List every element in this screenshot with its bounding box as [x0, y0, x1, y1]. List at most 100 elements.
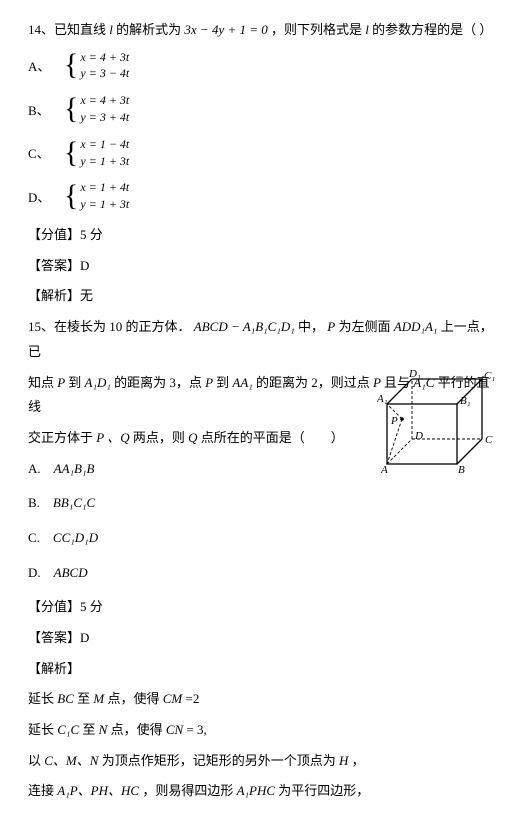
q14-opt-b-label: B、 — [28, 100, 64, 119]
t: 点，使得 — [108, 691, 160, 706]
t: 延长 — [28, 691, 57, 706]
cube-diagram: D₁ C₁ A₁ B₁ P D C A B — [377, 369, 497, 479]
opt-label: D. — [28, 565, 41, 580]
lbl-a: A — [380, 464, 388, 476]
t: C₁C — [57, 722, 79, 737]
lbl-b1: B₁ — [460, 395, 471, 407]
t: 知点 — [28, 375, 54, 390]
t: 交正方体于 — [28, 430, 93, 445]
t: N — [99, 722, 108, 737]
q14-b-r1: x = 4 + 3t — [80, 92, 129, 109]
q15-opt-c: C. CC₁D₁D — [28, 526, 497, 551]
t: BC — [57, 691, 74, 706]
t: P 、Q — [96, 430, 133, 445]
t: CM — [163, 691, 183, 706]
q15-e2: 延长 C₁C 至 N 点，使得 CN = 3, — [28, 718, 497, 743]
t: ADD₁A₁ — [394, 319, 438, 334]
q14-stem-d: 的参数方程的是（ ） — [372, 22, 492, 37]
t: P — [57, 375, 68, 390]
brace-icon: { — [64, 138, 78, 168]
q15-s1: 15、在棱长为 10 的正方体． ABCD − A₁B₁C₁D₁ 中， P 为左… — [28, 315, 497, 364]
t: M — [93, 691, 104, 706]
opt-label: A. — [28, 461, 41, 476]
t: 连接 — [28, 783, 57, 798]
t: P — [327, 319, 335, 334]
brace-icon: { — [64, 94, 78, 124]
q14-a-r1: x = 4 + 3t — [80, 49, 129, 66]
t: 为顶点作矩形，记矩形的另外一个顶点为 — [102, 753, 339, 768]
t: 点，使得 — [111, 722, 163, 737]
t: 至 — [82, 722, 98, 737]
q14-d-r1: x = 1 + 4t — [80, 179, 129, 196]
brace-icon: { — [64, 50, 78, 80]
q14-opt-c-label: C、 — [28, 143, 64, 162]
t: 中， — [298, 319, 324, 334]
t: A₁P、PH、HC — [57, 783, 139, 798]
t: 两点，则 — [133, 430, 185, 445]
q14-l2: l — [365, 22, 369, 37]
q14-c-r1: x = 1 − 4t — [80, 136, 129, 153]
q14-opt-c: C、 { x = 1 − 4t y = 1 + 3t — [28, 136, 497, 170]
t: ABCD − A₁B₁C₁D₁ — [194, 319, 295, 334]
t: 的距离为 3，点 — [114, 375, 202, 390]
q14-stem: 14、已知直线 l 的解析式为 3x − 4y + 1 = 0 ，则下列格式是 … — [28, 18, 497, 43]
q14-opt-d: D、 { x = 1 + 4t y = 1 + 3t — [28, 179, 497, 213]
lbl-p: P — [390, 415, 398, 427]
t: A₁PHC — [237, 783, 279, 798]
t: 为左侧面 — [338, 319, 390, 334]
q14-c-r2: y = 1 + 3t — [80, 153, 129, 170]
lbl-c1: C₁ — [484, 370, 495, 382]
q14-opt-a-label: A、 — [28, 56, 64, 75]
q15-explain-h: 【解析】 — [28, 657, 497, 682]
t: CN — [166, 722, 183, 737]
t: A₁D₁ — [85, 375, 111, 390]
t: ，则易得四边形 — [142, 783, 236, 798]
t: AA₁ — [232, 375, 252, 390]
q15-block: 15、在棱长为 10 的正方体． ABCD − A₁B₁C₁D₁ 中， P 为左… — [28, 315, 497, 585]
q14-b-r2: y = 3 + 4t — [80, 109, 129, 126]
lbl-d: D — [414, 430, 423, 442]
q14-d-r2: y = 1 + 3t — [80, 196, 129, 213]
t: 15、在棱长为 10 的正方体． — [28, 319, 191, 334]
q14-stem-c: ，则下列格式是 — [271, 22, 362, 37]
t: 为平行四边形， — [278, 783, 369, 798]
t: 延长 — [28, 722, 57, 737]
opt-txt: AA₁B₁B — [54, 461, 95, 476]
q14-a-r2: y = 3 − 4t — [80, 65, 129, 82]
q14-explain: 【解析】无 — [28, 284, 497, 309]
t: 到 — [68, 375, 81, 390]
q14-l1: l — [109, 22, 113, 37]
q14-answer: 【答案】D — [28, 254, 497, 279]
opt-txt: BB₁C₁C — [53, 495, 95, 510]
t: 至 — [77, 691, 93, 706]
t: C、M、N — [44, 753, 101, 768]
opt-label: C. — [28, 530, 40, 545]
t: = 3, — [186, 722, 206, 737]
q14-score: 【分值】5 分 — [28, 223, 497, 248]
q15-e3: 以 C、M、N 为顶点作矩形，记矩形的另外一个顶点为 H ， — [28, 749, 497, 774]
t: ， — [352, 753, 365, 768]
t: 点所在的平面是（ ） — [201, 430, 344, 445]
q14-eqn: 3x − 4y + 1 = 0 — [184, 22, 267, 37]
lbl-b: B — [458, 464, 465, 476]
q14-stem-b: 的解析式为 — [116, 22, 181, 37]
lbl-a1: A₁ — [377, 393, 388, 405]
lbl-c: C — [485, 434, 493, 446]
t: H — [339, 753, 352, 768]
opt-txt: CC₁D₁D — [53, 530, 98, 545]
q14-stem-a: 14、已知直线 — [28, 22, 106, 37]
lbl-d1: D₁ — [408, 369, 421, 380]
q14-opt-d-label: D、 — [28, 187, 64, 206]
opt-label: B. — [28, 495, 40, 510]
q15-score: 【分值】5 分 — [28, 595, 497, 620]
q15-e1: 延长 BC 至 M 点，使得 CM =2 — [28, 687, 497, 712]
brace-icon: { — [64, 181, 78, 211]
t: 的距离为 2，则过点 — [256, 375, 370, 390]
q15-opt-b: B. BB₁C₁C — [28, 491, 497, 516]
q14-opt-a: A、 { x = 4 + 3t y = 3 − 4t — [28, 49, 497, 83]
t: P — [205, 375, 216, 390]
opt-txt: ABCD — [54, 565, 88, 580]
q14-opt-b: B、 { x = 4 + 3t y = 3 + 4t — [28, 92, 497, 126]
q15-answer: 【答案】D — [28, 626, 497, 651]
t: Q — [188, 430, 201, 445]
